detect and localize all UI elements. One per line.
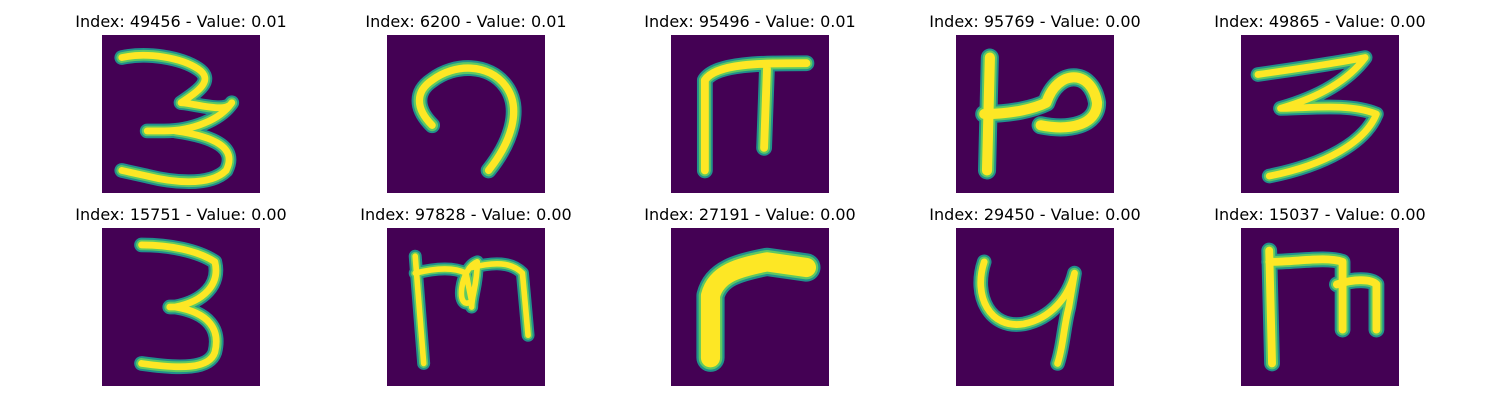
digit-image — [102, 228, 260, 386]
panel-title: Index: 95496 - Value: 0.01 — [644, 12, 856, 31]
panel-title: Index: 27191 - Value: 0.00 — [644, 205, 856, 224]
digit-image — [387, 228, 545, 386]
panel-title: Index: 49456 - Value: 0.01 — [75, 12, 287, 31]
digit-image — [387, 35, 545, 193]
panel-title: Index: 95769 - Value: 0.00 — [929, 12, 1141, 31]
digit-image — [956, 35, 1114, 193]
digit-image — [1241, 35, 1399, 193]
panel-title: Index: 15037 - Value: 0.00 — [1214, 205, 1426, 224]
panel-title: Index: 29450 - Value: 0.00 — [929, 205, 1141, 224]
panel-title: Index: 15751 - Value: 0.00 — [75, 205, 287, 224]
digit-image — [956, 228, 1114, 386]
digit-image — [1241, 228, 1399, 386]
panel-title: Index: 97828 - Value: 0.00 — [360, 205, 572, 224]
panel-title: Index: 6200 - Value: 0.01 — [365, 12, 567, 31]
digit-image — [671, 228, 829, 386]
panel-title: Index: 49865 - Value: 0.00 — [1214, 12, 1426, 31]
digit-image — [671, 35, 829, 193]
digit-image — [102, 35, 260, 193]
